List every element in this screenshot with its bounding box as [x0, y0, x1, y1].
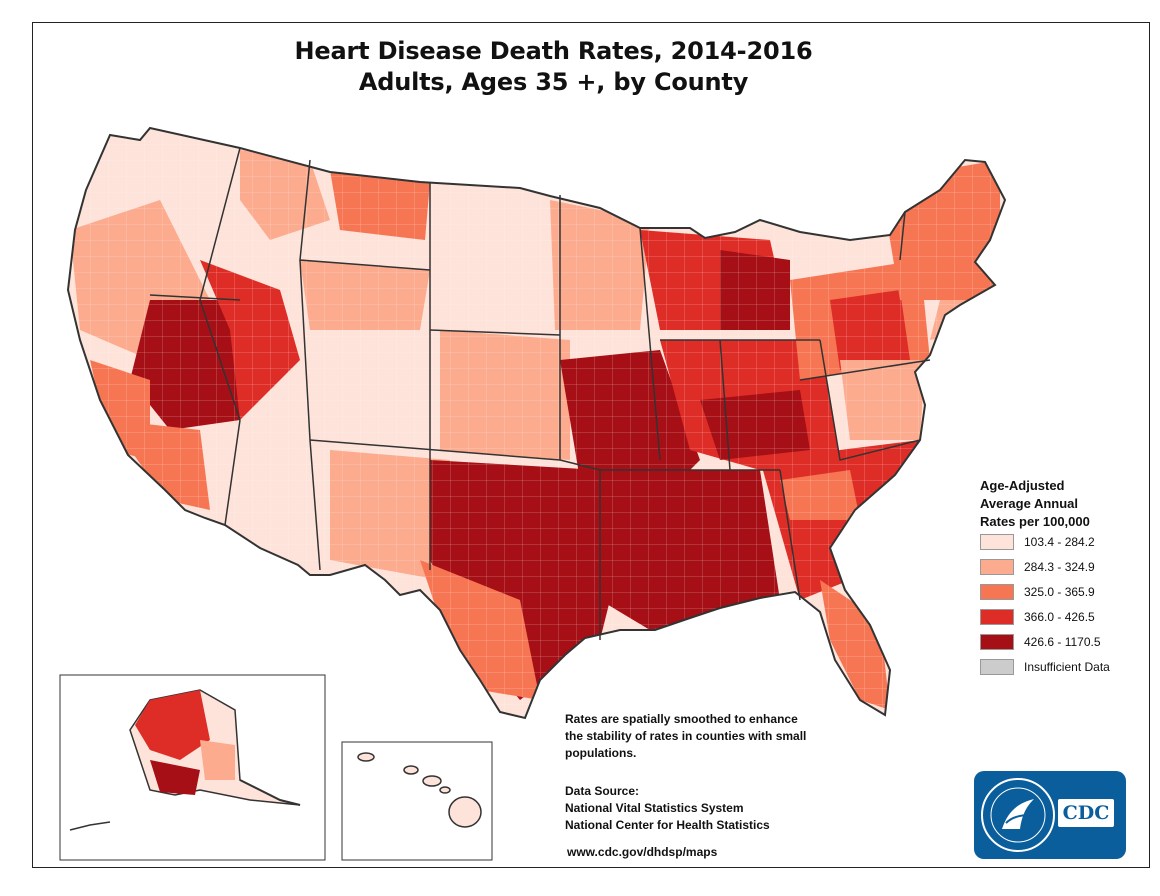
note-line: Rates are spatially smoothed to enhance: [565, 712, 798, 726]
cdc-logo: CDC: [974, 771, 1126, 859]
state-boundaries: [149, 147, 931, 640]
legend: Age-Adjusted Average Annual Rates per 10…: [980, 477, 1140, 675]
legend-swatch: [980, 534, 1014, 550]
smoothing-note: Rates are spatially smoothed to enhance …: [565, 711, 865, 762]
source-line: National Vital Statistics System: [565, 801, 744, 815]
legend-item: 103.4 - 284.2: [980, 534, 1095, 550]
legend-swatch: [980, 634, 1014, 650]
legend-item: Insufficient Data: [980, 659, 1110, 675]
legend-title-line: Age-Adjusted: [980, 478, 1065, 493]
alaska-map: [69, 689, 301, 831]
legend-label: 103.4 - 284.2: [1024, 535, 1095, 549]
legend-item: 284.3 - 324.9: [980, 559, 1095, 575]
hawaii-map: [357, 752, 482, 828]
legend-title-line: Average Annual: [980, 496, 1079, 511]
legend-label: 426.6 - 1170.5: [1024, 635, 1101, 649]
legend-swatch: [980, 659, 1014, 675]
legend-label: 284.3 - 324.9: [1024, 560, 1095, 574]
us-outline: [66, 126, 1007, 720]
legend-item: 426.6 - 1170.5: [980, 634, 1101, 650]
legend-swatch: [980, 559, 1014, 575]
note-line: the stability of rates in counties with …: [565, 729, 807, 743]
hhs-seal-icon: [981, 778, 1055, 852]
cdc-wordmark: CDC: [1058, 799, 1114, 827]
source-line: Data Source:: [565, 784, 640, 798]
map-title: Heart Disease Death Rates, 2014-2016 Adu…: [0, 36, 1107, 98]
note-line: populations.: [565, 746, 637, 760]
legend-swatch: [980, 584, 1014, 600]
legend-label: Insufficient Data: [1024, 660, 1110, 674]
title-line-1: Heart Disease Death Rates, 2014-2016: [294, 37, 813, 65]
legend-item: 366.0 - 426.5: [980, 609, 1095, 625]
legend-swatch: [980, 609, 1014, 625]
legend-item: 325.0 - 365.9: [980, 584, 1095, 600]
legend-title-line: Rates per 100,000: [980, 514, 1090, 529]
title-line-2: Adults, Ages 35 +, by County: [358, 68, 749, 96]
source-line: National Center for Health Statistics: [565, 818, 770, 832]
legend-label: 325.0 - 365.9: [1024, 585, 1095, 599]
legend-title: Age-Adjusted Average Annual Rates per 10…: [980, 477, 1140, 531]
source-url[interactable]: www.cdc.gov/dhdsp/maps: [567, 845, 718, 859]
data-source: Data Source: National Vital Statistics S…: [565, 783, 770, 834]
legend-label: 366.0 - 426.5: [1024, 610, 1095, 624]
contiguous-us-map: [68, 128, 1005, 718]
